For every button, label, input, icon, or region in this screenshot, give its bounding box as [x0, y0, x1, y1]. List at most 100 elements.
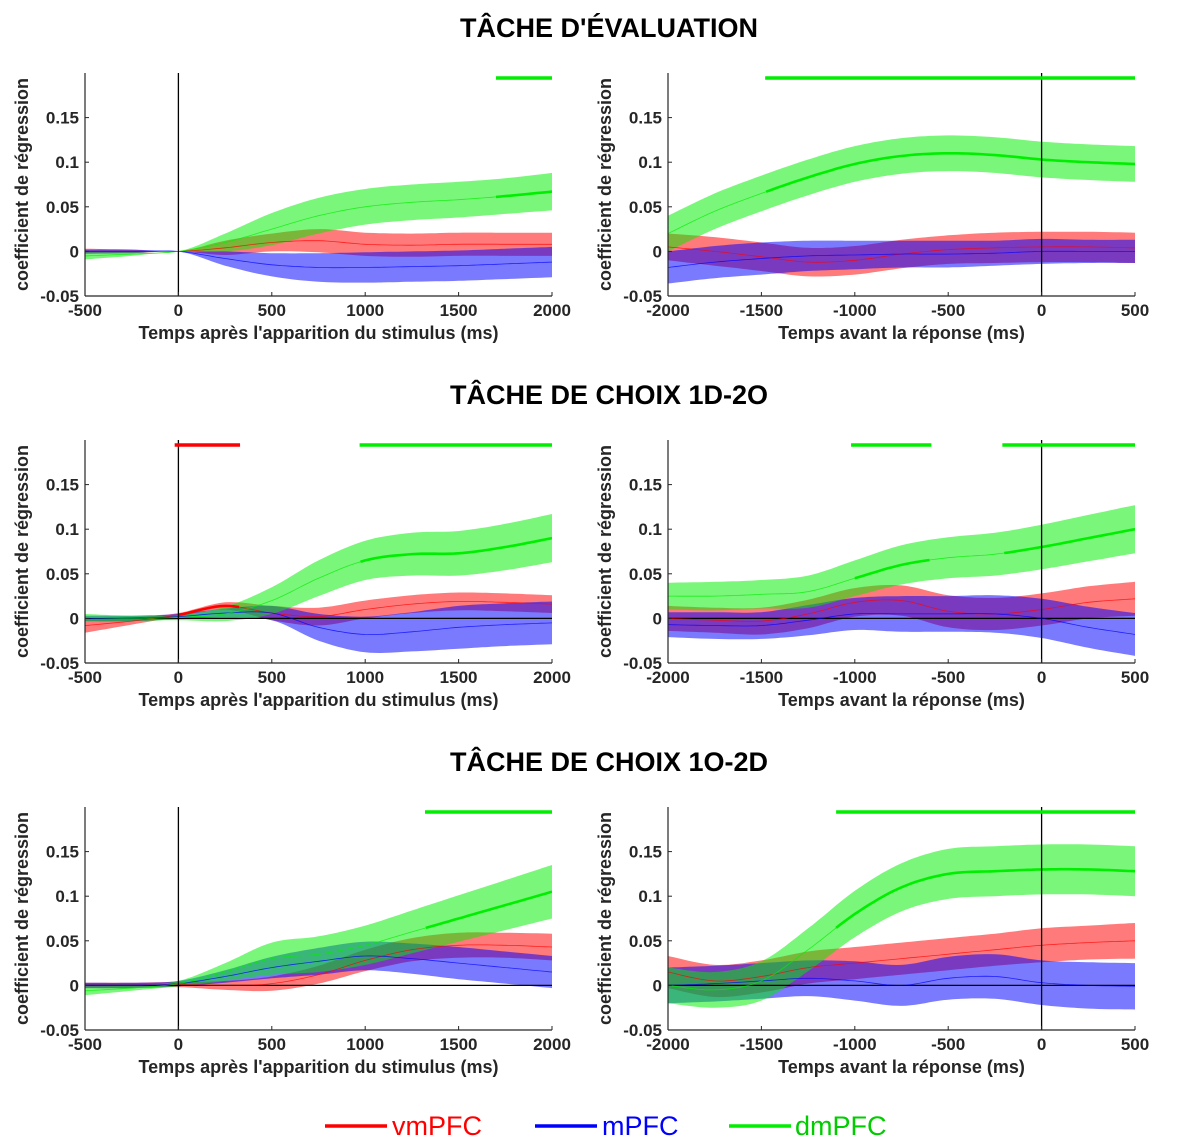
x-tick-label: -2000 [646, 1035, 689, 1054]
x-tick-label: 500 [258, 668, 286, 687]
x-axis-label: Temps avant la réponse (ms) [778, 690, 1025, 710]
x-tick-label: 1500 [440, 301, 478, 320]
significant-mean-dmpfc [360, 536, 552, 563]
mean-line-mpfc [85, 611, 552, 635]
y-tick-label: -0.05 [40, 287, 79, 306]
mean-line-mpfc [668, 975, 1135, 987]
row-title-evaluation: TÂCHE D'ÉVALUATION [460, 12, 758, 43]
mean-line-mpfc [85, 955, 552, 986]
x-axis-label: Temps avant la réponse (ms) [778, 1057, 1025, 1077]
x-tick-label: 1500 [440, 668, 478, 687]
x-tick-label: 2000 [533, 668, 571, 687]
x-tick-label: 0 [1037, 301, 1046, 320]
y-tick-label: -0.05 [623, 287, 662, 306]
legend-item-vmpfc: vmPFC [325, 1111, 482, 1140]
x-axis-label: Temps avant la réponse (ms) [778, 323, 1025, 343]
x-tick-label: 1500 [440, 1035, 478, 1054]
y-tick-label: 0.15 [46, 109, 79, 128]
panel-plot-area [668, 505, 1135, 656]
x-tick-label: -1000 [833, 301, 876, 320]
mean-line-vmpfc [668, 940, 1135, 982]
x-tick-label: 0 [174, 301, 183, 320]
x-tick-label: 500 [1121, 668, 1149, 687]
y-axis-label: coefficient de régression [12, 78, 32, 291]
mean-line-vmpfc [85, 240, 552, 253]
y-tick-label: 0.1 [638, 887, 662, 906]
panel-plot-area [668, 844, 1135, 1010]
panel-plot-area [85, 865, 552, 996]
x-tick-label: 500 [1121, 1035, 1149, 1054]
x-tick-label: 500 [258, 301, 286, 320]
panel-3: -2000 -1500 -1000 -500 0 500 -0.05 0 0.05 0.1 0.15… [595, 440, 1149, 710]
y-axis-label: coefficient de régression [595, 78, 615, 291]
legend-item-mpfc: mPFC [535, 1111, 679, 1140]
x-tick-label: 1000 [346, 1035, 384, 1054]
panel-5: -2000 -1500 -1000 -500 0 500 -0.05 0 0.05 0.1 0.15… [595, 807, 1149, 1077]
x-axis-label: Temps après l'apparition du stimulus (ms… [138, 1057, 498, 1077]
x-tick-label: -2000 [646, 668, 689, 687]
y-tick-label: 0.05 [46, 198, 79, 217]
x-tick-label: -1000 [833, 668, 876, 687]
significant-mean-dmpfc [854, 558, 930, 580]
x-axis-label: Temps après l'apparition du stimulus (ms… [138, 323, 498, 343]
x-tick-label: -500 [931, 1035, 965, 1054]
panel-plot-area [85, 172, 552, 283]
x-tick-label: 0 [1037, 668, 1046, 687]
x-tick-label: -500 [931, 668, 965, 687]
x-tick-label: 2000 [533, 1035, 571, 1054]
x-tick-label: 500 [258, 1035, 286, 1054]
y-tick-label: 0 [70, 976, 79, 995]
y-tick-label: -0.05 [40, 1021, 79, 1040]
mean-line-mpfc [668, 250, 1135, 268]
y-tick-label: 0.15 [629, 843, 662, 862]
y-tick-label: 0.15 [629, 109, 662, 128]
y-tick-label: 0 [70, 242, 79, 261]
y-axis-label: coefficient de régression [595, 445, 615, 658]
x-tick-label: 2000 [533, 301, 571, 320]
y-tick-label: 0 [653, 976, 662, 995]
y-axis-label: coefficient de régression [12, 812, 32, 1025]
band-mpfc [668, 238, 1135, 284]
panel-plot-area [85, 514, 552, 653]
band-dmpfc [85, 514, 552, 622]
panel-1: -2000 -1500 -1000 -500 0 500 -0.05 0 0.05 0.1 0.15… [595, 73, 1149, 343]
legend-label-dmpfc: dmPFC [795, 1111, 887, 1140]
y-tick-label: 0.15 [46, 843, 79, 862]
x-tick-label: 1000 [346, 301, 384, 320]
y-tick-label: -0.05 [623, 654, 662, 673]
y-tick-label: 0.15 [46, 476, 79, 495]
x-tick-label: 0 [174, 1035, 183, 1054]
x-axis-label: Temps après l'apparition du stimulus (ms… [138, 690, 498, 710]
mean-line-vmpfc [668, 598, 1135, 622]
y-axis-label: coefficient de régression [12, 445, 32, 658]
y-tick-label: 0.05 [629, 565, 662, 584]
x-tick-label: -500 [68, 1035, 102, 1054]
significant-mean-dmpfc [425, 890, 552, 930]
y-tick-label: 0.1 [55, 153, 79, 172]
y-tick-label: 0.1 [638, 153, 662, 172]
x-tick-label: -1500 [740, 668, 783, 687]
x-tick-label: -1500 [740, 1035, 783, 1054]
y-tick-label: 0.1 [638, 520, 662, 539]
y-tick-label: -0.05 [40, 654, 79, 673]
x-tick-label: -2000 [646, 301, 689, 320]
panel-2: -500 0 500 1000 1500 2000 -0.05 0 0.05 0.1 0.15 Tem… [12, 440, 571, 710]
row-title-choix-1d-2o: TÂCHE DE CHOIX 1D-2O [450, 379, 768, 410]
significant-mean-dmpfc [1004, 527, 1135, 555]
panel-plot-area [668, 135, 1135, 284]
band-dmpfc [85, 865, 552, 996]
mean-line-mpfc [668, 613, 1135, 635]
band-dmpfc [668, 505, 1135, 611]
plots-area: -500 0 500 1000 1500 2000 -0.05 0 0.05 0.1 0.15 Tem… [12, 73, 1149, 1077]
panel-4: -500 0 500 1000 1500 2000 -0.05 0 0.05 0.1 0.15 Tem… [12, 807, 571, 1077]
significant-mean-dmpfc [835, 867, 1135, 929]
y-tick-label: 0 [653, 609, 662, 628]
y-tick-label: -0.05 [623, 1021, 662, 1040]
x-tick-label: -1500 [740, 301, 783, 320]
x-tick-label: -500 [931, 301, 965, 320]
band-dmpfc [668, 135, 1135, 252]
mean-line-mpfc [85, 250, 552, 269]
panel-0: -500 0 500 1000 1500 2000 -0.05 0 0.05 0.1 0.15 Tem… [12, 73, 571, 343]
y-tick-label: 0.05 [629, 932, 662, 951]
